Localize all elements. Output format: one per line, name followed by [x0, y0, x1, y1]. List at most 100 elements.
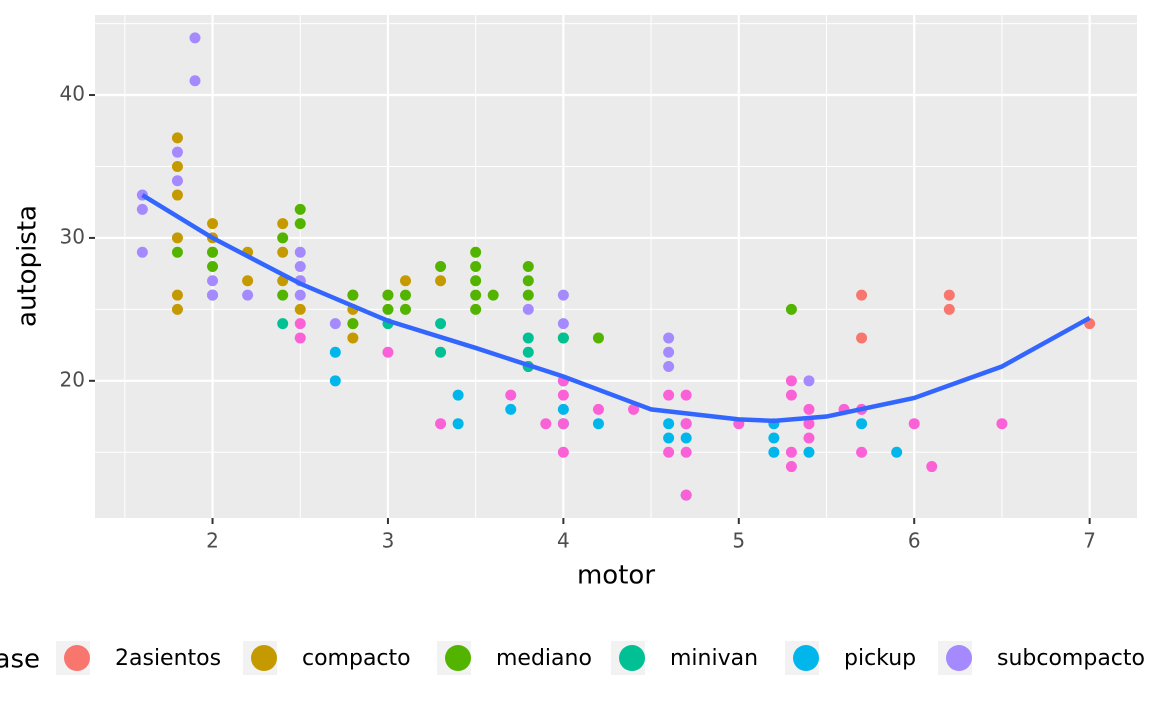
point: [207, 218, 219, 230]
point: [803, 375, 815, 387]
point: [277, 246, 289, 258]
point: [435, 261, 447, 272]
legend-label: subcompacto: [997, 646, 1145, 671]
point: [785, 375, 797, 387]
point: [943, 289, 955, 301]
point: [294, 303, 306, 315]
point: [171, 303, 183, 315]
x-tick-label: 5: [732, 529, 745, 553]
point: [908, 418, 920, 430]
point: [785, 446, 797, 458]
point: [399, 275, 411, 287]
point: [435, 418, 447, 430]
point: [171, 132, 183, 144]
point: [329, 375, 341, 387]
point: [663, 418, 675, 430]
point: [277, 218, 289, 230]
point: [171, 232, 183, 244]
point: [680, 446, 692, 458]
point: [557, 332, 569, 344]
legend-swatch: [946, 645, 972, 671]
point: [294, 318, 306, 330]
point: [207, 289, 219, 301]
point: [294, 203, 306, 215]
point: [785, 303, 797, 315]
point: [785, 461, 797, 473]
point: [470, 289, 482, 301]
point: [382, 289, 394, 301]
point: [557, 446, 569, 458]
legend-swatch: [64, 645, 90, 671]
legend-swatch: [445, 645, 471, 671]
point: [522, 332, 534, 344]
point: [382, 346, 394, 358]
point: [856, 418, 868, 430]
point: [592, 418, 604, 430]
legend-swatch: [251, 645, 277, 671]
point: [926, 461, 938, 473]
point: [592, 403, 604, 415]
point: [207, 246, 219, 258]
legend-label: mediano: [496, 646, 592, 671]
point: [856, 289, 868, 301]
point: [470, 261, 482, 272]
point: [803, 418, 815, 430]
legend-label: pickup: [844, 646, 916, 671]
point: [382, 303, 394, 315]
point: [329, 318, 341, 330]
point: [557, 389, 569, 401]
point: [452, 389, 464, 401]
point: [663, 361, 675, 373]
point: [242, 289, 254, 301]
point: [136, 203, 148, 215]
point: [171, 175, 183, 187]
point: [171, 160, 183, 172]
point: [891, 446, 903, 458]
point: [663, 346, 675, 358]
point: [470, 303, 482, 315]
legend-label: compacto: [302, 646, 411, 671]
legend-title: clase: [0, 645, 40, 675]
x-axis-title: motor: [577, 561, 655, 591]
point: [294, 246, 306, 258]
point: [557, 289, 569, 301]
point: [557, 318, 569, 330]
point: [171, 246, 183, 258]
point: [856, 332, 868, 344]
point: [768, 446, 780, 458]
point: [171, 189, 183, 201]
y-axis-title: autopista: [13, 205, 43, 327]
point: [768, 432, 780, 444]
point: [487, 289, 499, 301]
point: [329, 346, 341, 358]
point: [557, 403, 569, 415]
x-tick-label: 6: [908, 529, 921, 553]
point: [628, 403, 640, 415]
point: [505, 403, 517, 415]
y-tick-label: 30: [60, 224, 85, 248]
point: [856, 446, 868, 458]
legend-swatch: [793, 645, 819, 671]
point: [803, 403, 815, 415]
point: [452, 418, 464, 430]
point: [680, 389, 692, 401]
point: [680, 418, 692, 430]
point: [557, 418, 569, 430]
point: [294, 261, 306, 272]
point: [136, 246, 148, 258]
point: [663, 432, 675, 444]
point: [996, 418, 1008, 430]
legend-label: 2asientos: [115, 646, 221, 671]
point: [277, 289, 289, 301]
point: [189, 75, 201, 87]
legend-label: minivan: [670, 646, 758, 671]
point: [207, 261, 219, 272]
point: [277, 232, 289, 244]
point: [347, 332, 359, 344]
legend-swatch: [619, 645, 645, 671]
point: [803, 446, 815, 458]
x-tick-label: 3: [382, 529, 395, 553]
point: [785, 389, 797, 401]
x-tick-label: 2: [206, 529, 219, 553]
